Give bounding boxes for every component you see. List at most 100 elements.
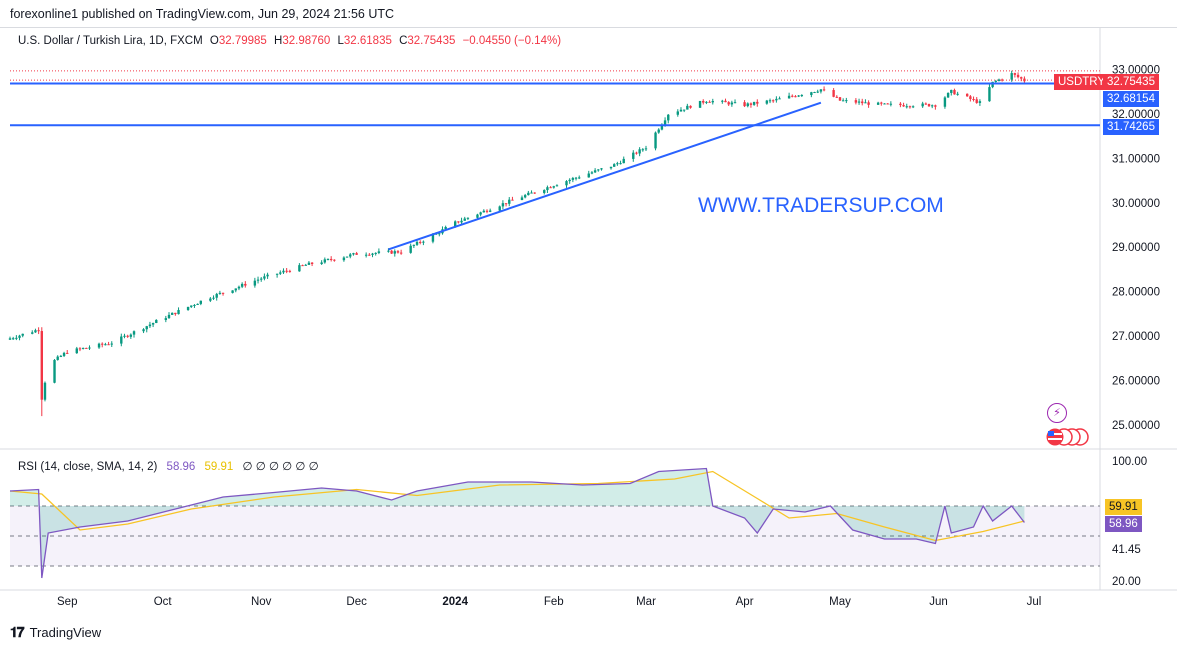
- candle-body: [733, 102, 737, 104]
- candle-body: [298, 265, 301, 272]
- candle-body: [454, 221, 457, 228]
- candle-body: [107, 344, 110, 346]
- candle-body: [899, 103, 902, 106]
- candle-body: [679, 109, 683, 112]
- candle-body: [285, 270, 288, 272]
- price-tick-label: 29.00000: [1112, 242, 1160, 254]
- candle-body: [34, 330, 37, 333]
- candle-body: [288, 270, 292, 272]
- candle-body: [1000, 79, 1004, 81]
- candle-body: [11, 338, 15, 340]
- candle-body: [244, 283, 247, 286]
- candle-body: [816, 91, 819, 93]
- candle-body: [66, 352, 69, 354]
- candle-body: [520, 197, 524, 201]
- candle-body: [1010, 73, 1013, 80]
- candle-body: [209, 298, 212, 301]
- candle-body: [886, 103, 889, 105]
- candle-body: [396, 251, 400, 253]
- candle-body: [479, 212, 482, 215]
- candle-body: [555, 185, 559, 187]
- candle-body: [702, 100, 705, 103]
- lower-line-tag: 31.74265: [1103, 119, 1159, 135]
- candle-body: [307, 262, 311, 265]
- watermark-text: WWW.TRADERSUP.COM: [698, 194, 944, 217]
- candle-body: [861, 101, 864, 104]
- candle-body: [431, 234, 435, 242]
- candle-body: [40, 331, 43, 400]
- candle-body: [345, 256, 349, 258]
- candle-body: [635, 152, 638, 154]
- candle-body: [85, 347, 88, 349]
- candle-body: [950, 89, 953, 93]
- candle-body: [1016, 74, 1020, 78]
- candle-body: [934, 105, 937, 107]
- candle-body: [711, 101, 714, 103]
- rsi-legend: RSI (14, close, SMA, 14, 2) 58.96 59.91 …: [18, 459, 319, 473]
- candle-body: [883, 103, 886, 105]
- candle-body: [931, 105, 934, 107]
- symbol-title: U.S. Dollar / Turkish Lira, 1D, FXCM: [18, 35, 203, 47]
- time-tick-label: Jun: [929, 596, 948, 608]
- candle-body: [320, 262, 323, 264]
- candle-body: [275, 273, 279, 275]
- rsi-sma-line: [9, 470, 1025, 542]
- candle-body: [768, 100, 772, 102]
- candle-body: [778, 98, 781, 100]
- open-label: O: [209, 35, 219, 47]
- candle-body: [88, 347, 91, 349]
- footer[interactable]: 𝟏𝟕 TradingView: [10, 624, 101, 641]
- candle-body: [686, 105, 689, 110]
- price-tick-label: 26.00000: [1112, 376, 1160, 388]
- candle-body: [698, 100, 702, 108]
- lightning-icon[interactable]: ⚡: [1047, 403, 1067, 423]
- candle-body: [756, 101, 759, 104]
- price-tick-label: 27.00000: [1112, 331, 1160, 343]
- candle-body: [253, 280, 257, 286]
- candle-body: [819, 89, 823, 92]
- candle-body: [1020, 77, 1023, 79]
- candle-body: [924, 103, 928, 105]
- candle-body: [460, 220, 463, 223]
- candle-body: [444, 227, 447, 230]
- candle-body: [231, 290, 234, 293]
- candle-body: [97, 343, 101, 348]
- time-tick-label: Nov: [251, 596, 272, 608]
- candle-body: [221, 292, 225, 294]
- rsi-line: [9, 467, 1025, 579]
- candle-body: [911, 106, 915, 108]
- close-value: 32.75435: [407, 35, 456, 47]
- price-tick-label: 30.00000: [1112, 198, 1160, 210]
- us-flag-events-icon[interactable]: [1045, 428, 1089, 446]
- candle-body: [151, 323, 155, 325]
- candle-body: [62, 352, 66, 356]
- candle-body: [552, 186, 555, 188]
- candle-body: [364, 254, 368, 256]
- rsi-sma-value: 59.91: [204, 461, 234, 473]
- candle-body: [902, 105, 905, 107]
- close-label: C: [399, 35, 408, 47]
- candle-body: [593, 170, 597, 173]
- candle-body: [368, 254, 371, 256]
- candle-body: [132, 331, 136, 335]
- candle-body: [199, 300, 202, 304]
- candle-body: [75, 348, 78, 354]
- candle-body: [527, 192, 530, 196]
- candle-body: [997, 79, 1001, 81]
- rsi-empty-values: ∅ ∅ ∅ ∅ ∅ ∅: [242, 461, 319, 473]
- candle-body: [377, 251, 381, 253]
- candle-body: [978, 101, 982, 103]
- candle-body: [196, 303, 199, 305]
- candle-body: [177, 310, 180, 315]
- candle-body: [482, 210, 486, 213]
- candle-body: [349, 254, 352, 257]
- candle-body: [129, 334, 133, 337]
- candle-body: [578, 177, 581, 179]
- footer-brand: TradingView: [29, 625, 102, 640]
- trend-line: [388, 101, 822, 251]
- candle-body: [568, 179, 571, 182]
- candle-body: [498, 206, 501, 211]
- candle-body: [81, 347, 85, 349]
- time-tick-label: May: [829, 596, 851, 608]
